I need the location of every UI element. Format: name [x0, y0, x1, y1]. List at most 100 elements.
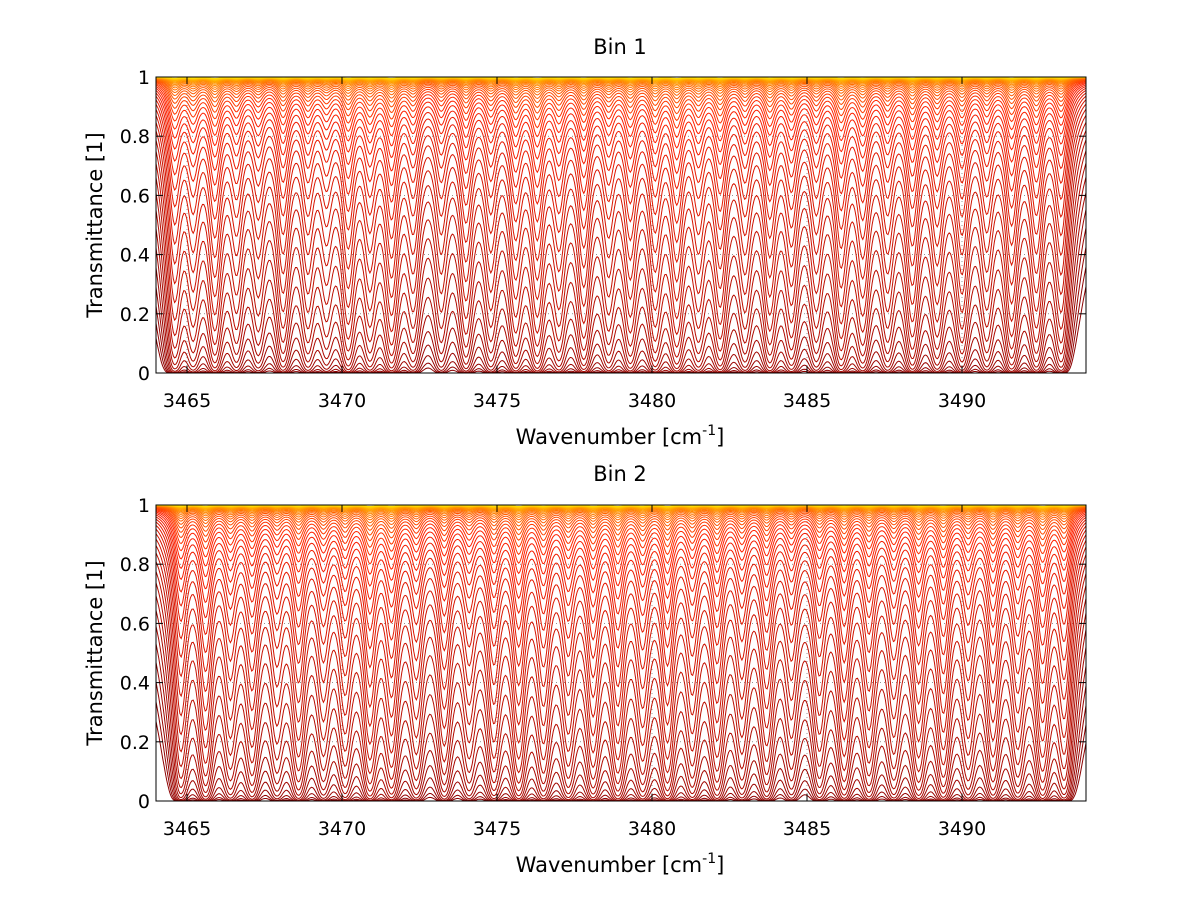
y-tick-label: 0.6 — [120, 185, 150, 207]
series-line — [155, 139, 1087, 358]
series-group — [155, 504, 1087, 802]
series-line — [155, 582, 1087, 792]
series-line — [155, 79, 1087, 109]
series-line — [155, 95, 1087, 244]
series-line — [155, 176, 1087, 372]
x-tick-label: 3485 — [783, 390, 831, 412]
series-line — [155, 516, 1087, 616]
series-line — [155, 506, 1087, 527]
series-line — [155, 610, 1087, 800]
x-tick-label: 3465 — [163, 818, 211, 840]
plot-panel-bin-2: Bin 2 3465 3470 3475 3480 3485 3490 0 0.2 0.4 0.6… — [83, 462, 1087, 877]
y-tick-label: 0 — [138, 791, 150, 813]
y-tick-label: 0.4 — [120, 673, 150, 695]
series-line — [155, 77, 1086, 89]
series-line — [155, 150, 1087, 365]
series-line — [155, 81, 1087, 139]
y-tick-label: 0.8 — [120, 126, 150, 148]
series-line — [155, 87, 1087, 190]
series-line — [155, 505, 1087, 516]
series-line — [155, 507, 1087, 542]
series-line — [155, 103, 1087, 284]
ticks: 3465 3470 3475 3480 3485 3490 0 0.2 0.4 0.6 0.8 1 — [120, 67, 1086, 412]
plot-panel-bin-1: Bin 1 3465 3470 3475 3480 3485 3490 0 0.2 0.4 0.6… — [83, 35, 1087, 449]
chart-title: Bin 1 — [593, 35, 647, 59]
series-line — [155, 626, 1087, 801]
series-line — [155, 643, 1087, 802]
series-line — [155, 510, 1087, 565]
x-axis-label: Wavenumber [cm-1] — [516, 423, 725, 449]
x-axis-label: Wavenumber [cm-1] — [516, 851, 725, 877]
x-tick-label: 3480 — [628, 390, 676, 412]
series-line — [155, 533, 1087, 709]
series-line — [155, 192, 1087, 373]
x-tick-label: 3490 — [938, 818, 986, 840]
series-line — [155, 162, 1087, 370]
series-line — [155, 79, 1087, 115]
series-line — [155, 77, 1087, 86]
series-line — [155, 227, 1087, 374]
x-tick-label: 3465 — [163, 390, 211, 412]
series-line — [155, 80, 1087, 122]
series-line — [155, 561, 1087, 775]
x-tick-label: 3470 — [318, 390, 366, 412]
x-tick-label: 3490 — [938, 390, 986, 412]
series-line — [155, 512, 1087, 587]
series-line — [155, 78, 1087, 100]
x-tick-label: 3485 — [783, 818, 831, 840]
series-line — [155, 121, 1087, 336]
series-line — [155, 506, 1087, 531]
series-line — [155, 78, 1087, 104]
y-tick-label: 0.6 — [120, 613, 150, 635]
series-line — [155, 209, 1087, 374]
series-line — [155, 507, 1087, 536]
series-line — [155, 78, 1087, 96]
series-line — [155, 505, 1087, 519]
series-line — [155, 538, 1087, 728]
series-line — [155, 524, 1087, 669]
series-line — [155, 528, 1087, 689]
y-tick-label: 0.8 — [120, 554, 150, 576]
y-tick-label: 0.2 — [120, 304, 150, 326]
series-line — [155, 552, 1087, 762]
series-line — [155, 518, 1087, 632]
x-tick-label: 3470 — [318, 818, 366, 840]
series-line — [155, 108, 1087, 303]
series-line — [155, 595, 1087, 797]
series-line — [155, 89, 1087, 207]
chart-title: Bin 2 — [593, 462, 647, 486]
series-group — [155, 76, 1087, 374]
series-line — [155, 99, 1087, 264]
series-line — [156, 76, 1086, 80]
series-line — [155, 77, 1087, 87]
series-line — [155, 130, 1087, 349]
series-line — [155, 77, 1086, 91]
series-line — [155, 511, 1087, 576]
series-line — [155, 114, 1087, 320]
y-axis-label: Transmittance [1] — [83, 132, 107, 318]
x-tick-label: 3475 — [473, 390, 521, 412]
series-line — [155, 514, 1087, 601]
axes-box — [155, 76, 1087, 374]
x-tick-label: 3475 — [473, 818, 521, 840]
series-line — [155, 506, 1087, 524]
series-line — [155, 81, 1087, 129]
series-line — [155, 77, 1087, 93]
y-tick-label: 0 — [138, 363, 150, 385]
ticks: 3465 3470 3475 3480 3485 3490 0 0.2 0.4 0.6 0.8 1 — [120, 495, 1086, 840]
series-line — [155, 509, 1087, 556]
y-tick-label: 1 — [138, 67, 150, 89]
y-tick-label: 1 — [138, 495, 150, 517]
y-tick-label: 0.4 — [120, 245, 150, 267]
series-line — [155, 92, 1087, 225]
axes-box — [155, 504, 1087, 802]
series-line — [155, 84, 1087, 161]
series-line — [155, 545, 1087, 746]
series-line — [155, 505, 1087, 521]
series-line — [155, 571, 1087, 785]
series-line — [155, 247, 1087, 374]
y-tick-label: 0.2 — [120, 732, 150, 754]
y-axis-label: Transmittance [1] — [83, 560, 107, 746]
series-line — [155, 508, 1087, 548]
